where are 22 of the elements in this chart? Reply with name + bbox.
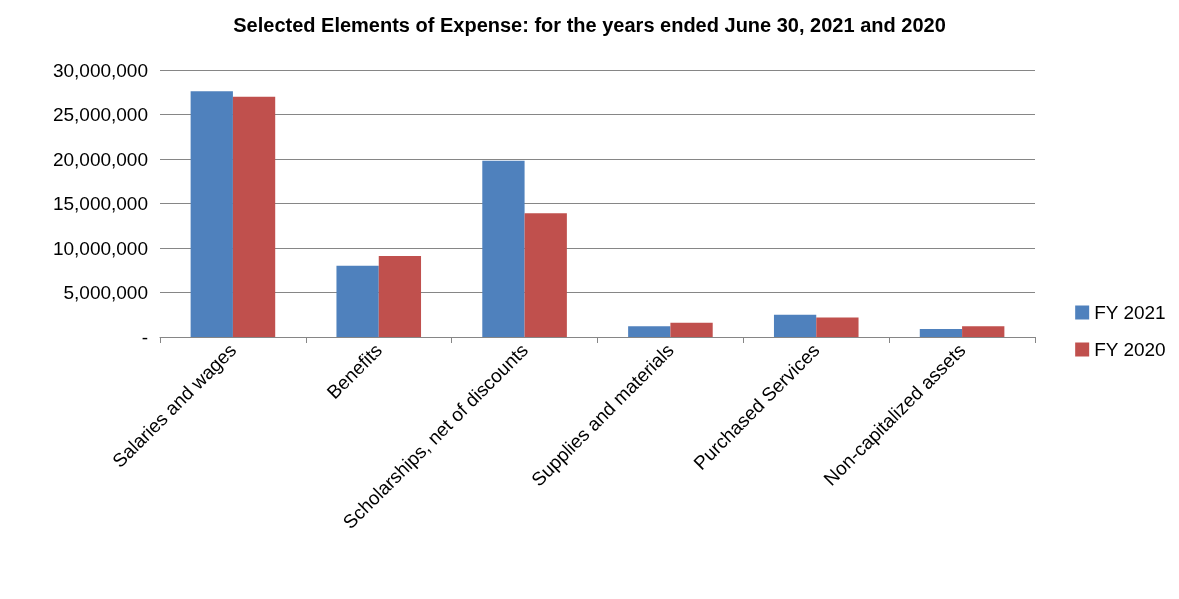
bar	[524, 213, 567, 337]
bar	[628, 326, 671, 337]
bar	[378, 256, 422, 337]
y-tick-label: -	[141, 326, 148, 348]
y-tick-label: 20,000,000	[52, 148, 148, 170]
y-tick-label: 10,000,000	[52, 237, 148, 259]
y-tick-label: 30,000,000	[52, 59, 148, 81]
y-tick-label: 25,000,000	[52, 104, 148, 125]
bar	[482, 160, 525, 337]
legend-label: FY 2020	[1094, 339, 1166, 360]
bar	[670, 322, 713, 337]
chart-title: Selected Elements of Expense: for the years ended June 30, 2021 and 2020	[233, 14, 946, 36]
bar	[773, 314, 817, 337]
y-tick-label: 15,000,000	[52, 193, 148, 214]
bar	[962, 326, 1005, 337]
bar	[919, 328, 963, 337]
legend-label: FY 2021	[1094, 302, 1166, 323]
bar	[336, 265, 379, 337]
bar	[232, 96, 276, 337]
bar	[190, 91, 233, 337]
y-tick-label: 5,000,000	[63, 282, 148, 303]
bar	[816, 317, 859, 337]
